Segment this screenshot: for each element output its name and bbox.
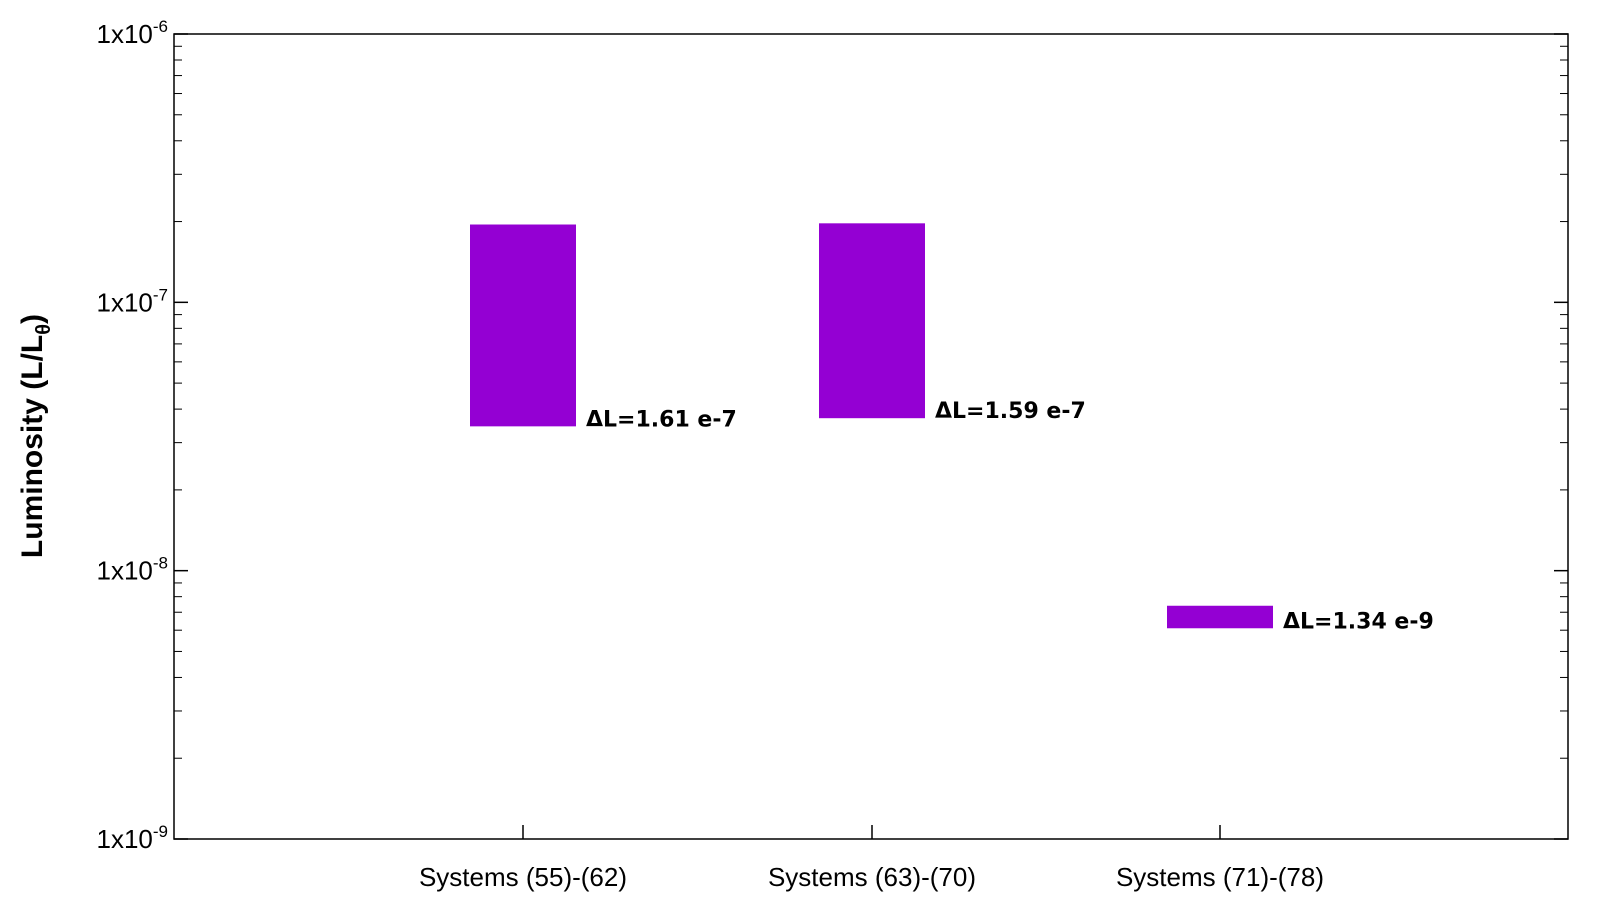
delta-label: ΔL=1.34 e-9 [1283,609,1434,634]
y-axis-label-sub: θ [33,324,55,335]
y-tick-label: 1x10-8 [96,554,168,586]
y-tick-label: 1x10-6 [96,17,168,49]
data-labels: ΔL=1.61 e-7 ΔL=1.59 e-7 ΔL=1.34 e-9 [586,399,1434,634]
major-ticks [174,33,1568,840]
x-category-label: Systems (63)-(70) [768,862,976,892]
range-bar [819,223,925,419]
y-tick-label: 1x10-7 [96,285,168,317]
x-category-labels: Systems (55)-(62) Systems (63)-(70) System… [419,862,1324,892]
x-category-label: Systems (55)-(62) [419,862,627,892]
y-axis-label: Luminosity (L/Lθ) [16,314,55,558]
y-tick-label: 1x10-9 [96,822,168,854]
x-category-ticks [522,825,1221,839]
y-axis-label-main: Luminosity (L/L [16,335,49,558]
bars [470,223,1273,629]
range-bar [470,224,576,427]
y-tick-labels: 1x10-9 1x10-8 1x10-7 1x10-6 [96,17,168,854]
delta-label: ΔL=1.61 e-7 [586,407,737,432]
minor-ticks [174,45,1568,759]
y-axis-label-close: ) [16,314,49,324]
x-category-label: Systems (71)-(78) [1116,862,1324,892]
delta-label: ΔL=1.59 e-7 [935,399,1086,424]
plot-frame [173,33,1569,840]
range-bar [1167,605,1273,629]
